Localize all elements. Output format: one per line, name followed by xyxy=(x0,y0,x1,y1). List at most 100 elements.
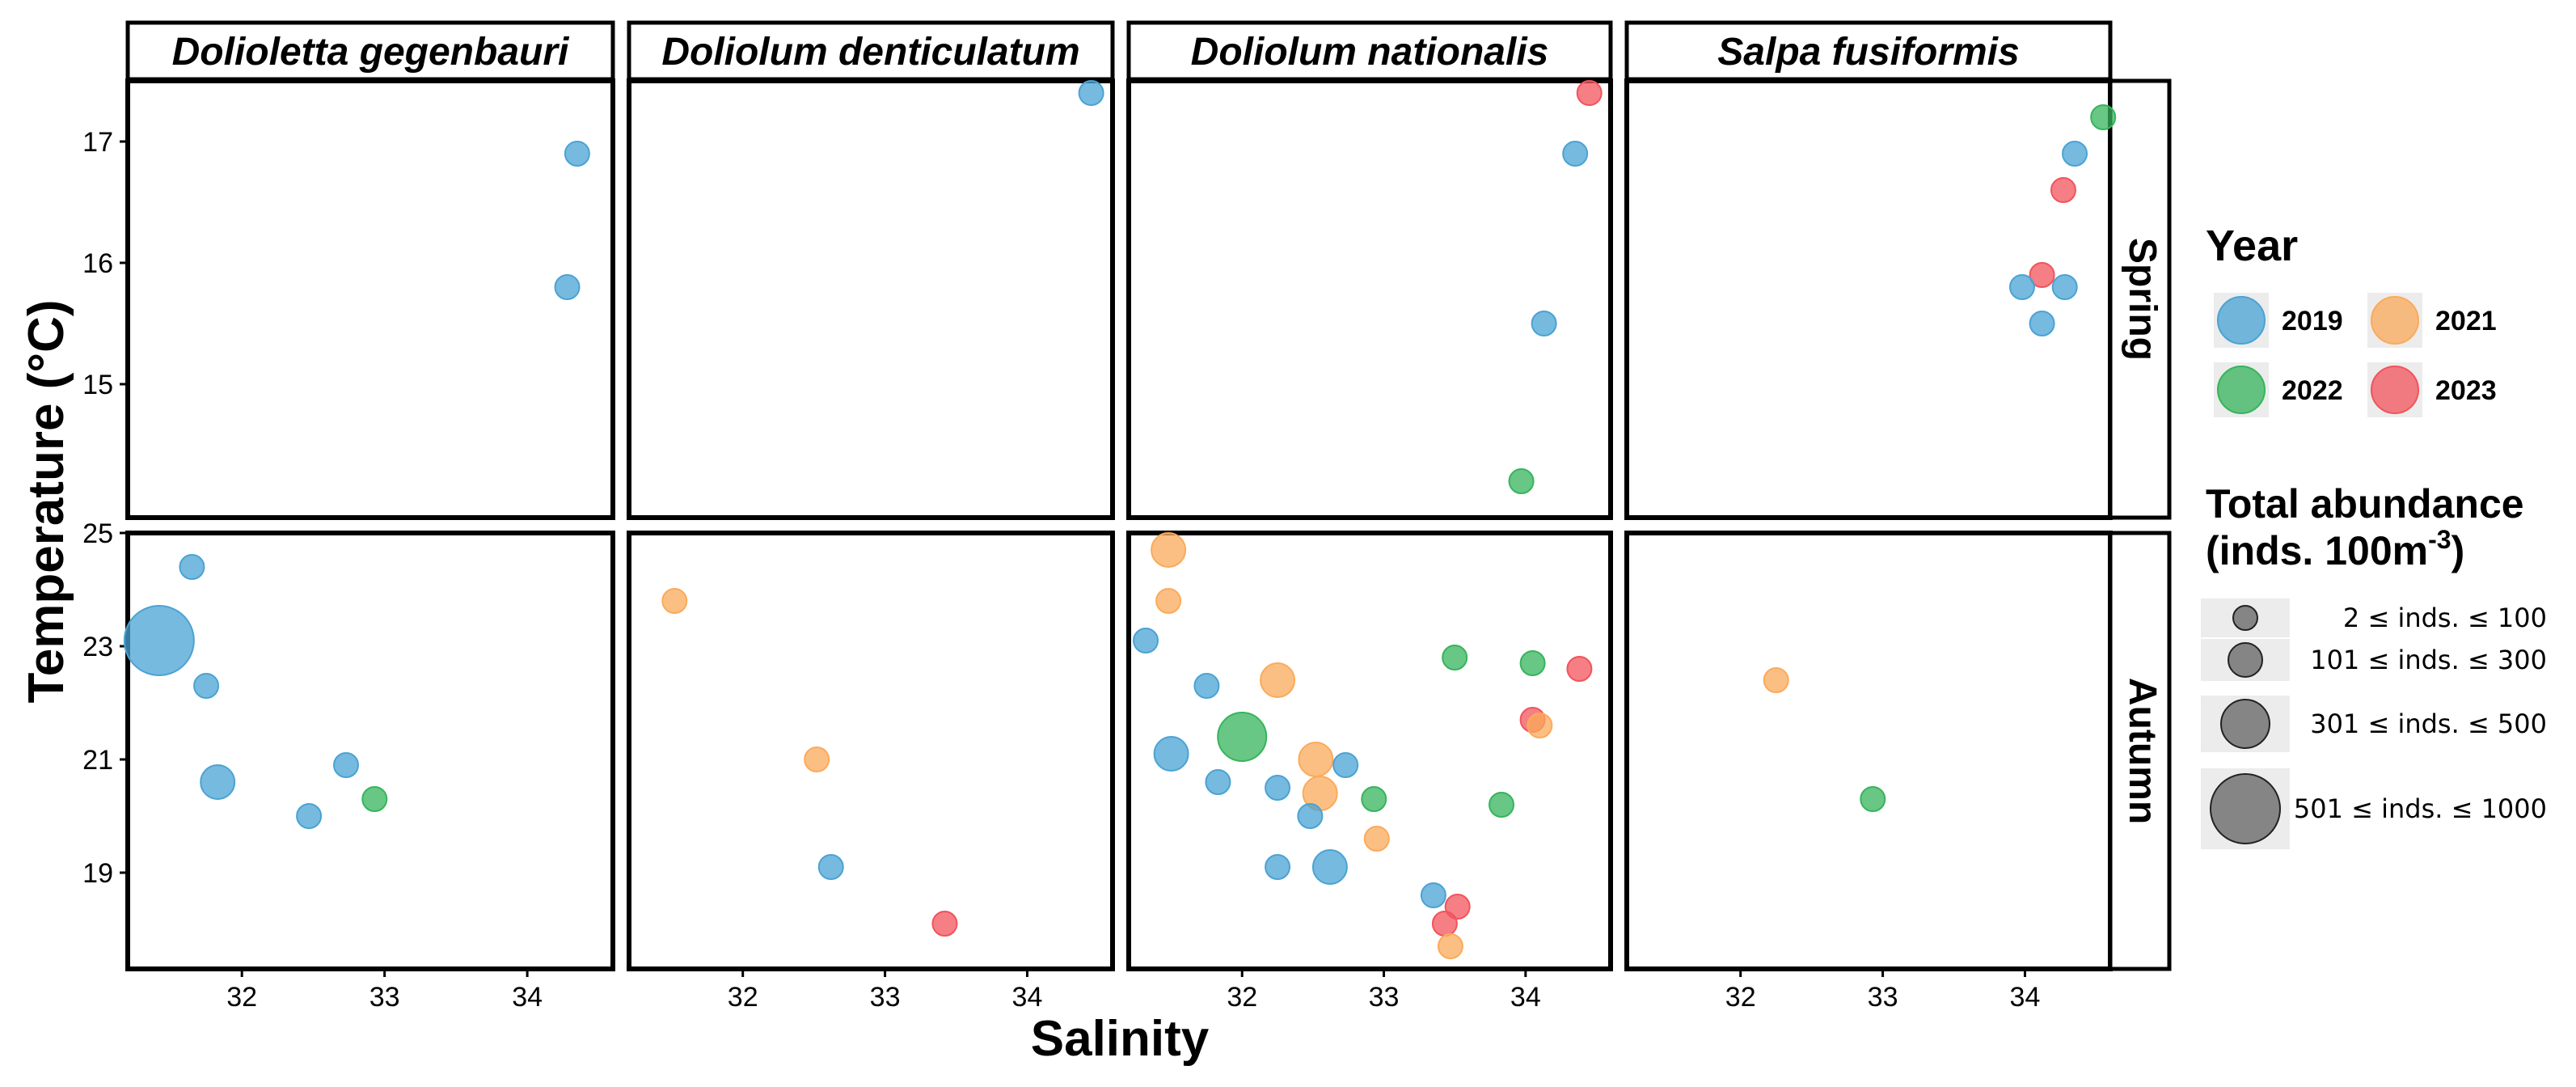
data-point-doliolum-nationalis-autumn-2019 xyxy=(1297,803,1324,829)
legend-size-title-line1: Total abundance xyxy=(2206,481,2524,527)
panel-doliolum-denticulatum-autumn xyxy=(627,531,1115,971)
data-point-doliolum-nationalis-autumn-2021 xyxy=(1437,933,1463,959)
data-point-salpa-fusiformis-spring-2022 xyxy=(2090,104,2117,130)
legend-size-label-2: 101 ≤ inds. ≤ 300 xyxy=(2310,645,2547,675)
legend-size-title-main: (inds. 100m xyxy=(2206,528,2428,573)
panel-doliolum-denticulatum-spring xyxy=(627,78,1115,520)
data-point-dolioletta-gegenbauri-autumn-2022 xyxy=(361,786,388,812)
data-point-doliolum-nationalis-autumn-2021 xyxy=(1527,713,1553,738)
data-point-doliolum-nationalis-autumn-2021 xyxy=(1298,742,1334,777)
facet-strip-salpa-fusiformis xyxy=(1624,20,2113,82)
panel-dolioletta-gegenbauri-spring xyxy=(125,78,615,520)
data-point-salpa-fusiformis-spring-2019 xyxy=(2008,274,2035,300)
data-point-salpa-fusiformis-autumn-2022 xyxy=(1860,786,1886,812)
legend-size-key-1 xyxy=(2232,605,2258,631)
data-point-dolioletta-gegenbauri-autumn-2019 xyxy=(333,752,359,778)
legend-key-2023 xyxy=(2371,366,2419,414)
data-point-salpa-fusiformis-spring-2019 xyxy=(2051,274,2078,300)
data-point-dolioletta-gegenbauri-autumn-2019 xyxy=(179,554,205,580)
data-point-doliolum-nationalis-autumn-2019 xyxy=(1153,736,1189,772)
data-point-doliolum-denticulatum-autumn-2021 xyxy=(804,747,830,772)
data-point-dolioletta-gegenbauri-autumn-2019 xyxy=(296,803,323,829)
x-axis-title: Salinity xyxy=(1031,1011,1210,1067)
data-point-doliolum-nationalis-autumn-2019 xyxy=(1133,628,1159,653)
y-tick-label: 21 xyxy=(82,745,113,776)
legend-label-2021: 2021 xyxy=(2435,306,2497,336)
data-point-doliolum-nationalis-autumn-2019 xyxy=(1205,769,1231,795)
y-tick-label: 17 xyxy=(82,127,113,158)
legend-size-key-3 xyxy=(2220,699,2270,749)
data-point-salpa-fusiformis-spring-2019 xyxy=(2062,141,2088,167)
legend: Year Total abundance (inds. 100m-3) 2019… xyxy=(2201,222,2547,849)
legend-key-2021 xyxy=(2371,296,2419,345)
facet-label-doliolum-denticulatum: Doliolum denticulatum xyxy=(661,31,1079,74)
data-point-doliolum-denticulatum-autumn-2023 xyxy=(931,911,958,937)
facet-label-doliolum-nationalis: Doliolum nationalis xyxy=(1191,31,1549,74)
data-point-doliolum-nationalis-autumn-2021 xyxy=(1260,662,1296,698)
legend-size-label-4: 501 ≤ inds. ≤ 1000 xyxy=(2294,793,2547,824)
data-point-doliolum-nationalis-autumn-2022 xyxy=(1489,792,1515,818)
legend-size-title-sup: -3 xyxy=(2428,525,2451,554)
y-tick-label: 23 xyxy=(82,632,113,662)
panel-salpa-fusiformis-spring xyxy=(1624,78,2113,520)
legend-label-2019: 2019 xyxy=(2282,306,2343,336)
data-point-doliolum-nationalis-autumn-2019 xyxy=(1265,854,1291,880)
data-point-doliolum-nationalis-autumn-2022 xyxy=(1519,650,1546,676)
y-tick-label: 25 xyxy=(82,518,113,549)
data-point-doliolum-nationalis-autumn-2022 xyxy=(1442,645,1468,670)
data-point-doliolum-nationalis-autumn-2023 xyxy=(1566,656,1593,682)
data-point-dolioletta-gegenbauri-autumn-2019 xyxy=(123,605,195,676)
panel-doliolum-nationalis-autumn xyxy=(1126,531,1613,971)
labels-layer: Salinity Temperature (°C) xyxy=(19,299,1210,1067)
x-tick-label: 32 xyxy=(1227,982,1257,1013)
data-point-doliolum-nationalis-autumn-2019 xyxy=(1420,882,1446,908)
data-point-dolioletta-gegenbauri-spring-2019 xyxy=(554,274,581,300)
data-point-doliolum-nationalis-autumn-2022 xyxy=(1217,712,1268,762)
y-tick-label: 16 xyxy=(82,248,113,279)
panels-layer: Dolioletta gegenbauri Doliolum denticulat… xyxy=(82,20,2172,1013)
points-layer xyxy=(123,80,2117,959)
legend-size-key-2 xyxy=(2228,642,2263,678)
data-point-doliolum-nationalis-autumn-2022 xyxy=(1361,786,1387,812)
y-tick-label: 19 xyxy=(82,858,113,889)
row-strip-autumn xyxy=(2108,531,2172,971)
legend-size-label-3: 301 ≤ inds. ≤ 500 xyxy=(2310,708,2547,739)
legend-size-label-1: 2 ≤ inds. ≤ 100 xyxy=(2343,603,2547,633)
legend-label-2023: 2023 xyxy=(2435,375,2497,406)
legend-year-title: Year xyxy=(2206,222,2298,270)
row-strip-spring xyxy=(2108,78,2172,520)
legend-size-title-end: ) xyxy=(2451,528,2465,573)
data-point-salpa-fusiformis-spring-2019 xyxy=(2029,311,2055,336)
panel-doliolum-nationalis-spring xyxy=(1126,78,1613,520)
data-point-doliolum-nationalis-spring-2023 xyxy=(1576,80,1603,106)
data-point-doliolum-nationalis-autumn-2019 xyxy=(1193,673,1220,699)
data-point-doliolum-nationalis-autumn-2021 xyxy=(1155,588,1182,614)
data-point-dolioletta-gegenbauri-autumn-2019 xyxy=(200,764,236,800)
legend-key-2022 xyxy=(2217,366,2266,414)
x-tick-label: 34 xyxy=(2010,982,2041,1013)
data-point-doliolum-denticulatum-autumn-2019 xyxy=(817,854,844,880)
data-point-doliolum-nationalis-autumn-2019 xyxy=(1265,775,1291,801)
x-tick-label: 34 xyxy=(1510,982,1541,1013)
data-point-salpa-fusiformis-spring-2023 xyxy=(2029,262,2055,288)
data-point-doliolum-denticulatum-autumn-2021 xyxy=(661,588,688,614)
x-tick-label: 34 xyxy=(512,982,543,1013)
y-tick-label: 15 xyxy=(82,370,113,400)
legend-key-2019 xyxy=(2217,296,2266,345)
data-point-dolioletta-gegenbauri-autumn-2019 xyxy=(193,673,220,699)
data-point-salpa-fusiformis-autumn-2021 xyxy=(1763,667,1789,693)
legend-label-2022: 2022 xyxy=(2282,375,2343,406)
facet-label-dolioletta-gegenbauri: Dolioletta gegenbauri xyxy=(172,31,570,74)
data-point-doliolum-nationalis-autumn-2019 xyxy=(1311,849,1348,885)
data-point-doliolum-nationalis-autumn-2019 xyxy=(1332,752,1359,778)
legend-size-title-line2: (inds. 100m-3) xyxy=(2206,525,2464,573)
x-tick-label: 32 xyxy=(226,982,257,1013)
facet-label-salpa-fusiformis: Salpa fusiformis xyxy=(1717,31,2019,74)
x-tick-label: 34 xyxy=(1012,982,1043,1013)
data-point-doliolum-nationalis-autumn-2023 xyxy=(1431,911,1458,937)
x-tick-label: 33 xyxy=(1369,982,1400,1013)
data-point-salpa-fusiformis-spring-2023 xyxy=(2050,177,2076,203)
data-point-doliolum-nationalis-autumn-2021 xyxy=(1363,826,1390,852)
data-point-doliolum-nationalis-spring-2019 xyxy=(1531,311,1557,336)
